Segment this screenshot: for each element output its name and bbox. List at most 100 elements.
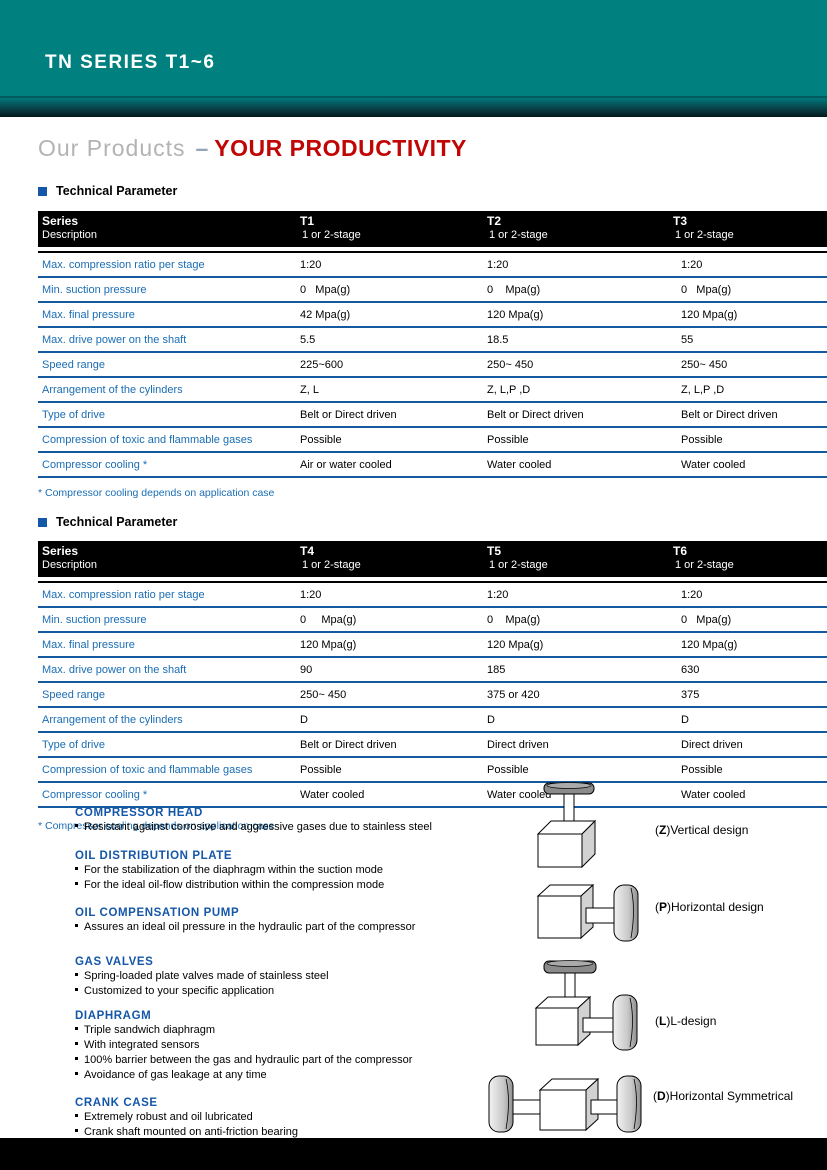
bullet-text: Spring-loaded plate valves made of stain… bbox=[84, 970, 329, 982]
table-header-col-t5: T5 1 or 2-stage bbox=[487, 544, 673, 577]
table-row: Type of drive Belt or Direct driven Dire… bbox=[38, 733, 827, 758]
square-bullet-icon bbox=[75, 924, 78, 927]
square-bullet-icon bbox=[75, 1114, 78, 1117]
cell-value: 42 Mpa(g) bbox=[300, 308, 351, 321]
cell-value: 120 Mpa(g) bbox=[487, 638, 544, 651]
square-bullet-icon bbox=[38, 517, 47, 527]
cell-value: 185 bbox=[487, 663, 506, 676]
section-heading-1: Technical Parameter bbox=[38, 184, 827, 198]
row-label: Min. suction pressure bbox=[42, 613, 147, 626]
bullet-text: Extremely robust and oil lubricated bbox=[84, 1111, 253, 1123]
cell-value: 0 Mpa(g) bbox=[681, 613, 732, 626]
cell-value: 0 Mpa(g) bbox=[487, 283, 541, 296]
tagline-productivity: YOUR PRODUCTIVITY bbox=[214, 135, 467, 161]
col-sub: 1 or 2-stage bbox=[489, 229, 548, 241]
table-row: Compression of toxic and flammable gases… bbox=[38, 758, 827, 783]
design-code: Z bbox=[659, 823, 667, 837]
square-bullet-icon bbox=[75, 824, 78, 827]
feature-compressor-head: COMPRESSOR HEAD Resistant against corros… bbox=[75, 806, 525, 835]
feature-heading: COMPRESSOR HEAD bbox=[75, 807, 203, 819]
horizontal-symmetrical-diagram-icon bbox=[488, 1075, 642, 1133]
row-label: Type of drive bbox=[42, 738, 105, 751]
table-header-col-t6: T6 1 or 2-stage bbox=[673, 544, 827, 577]
col-sub: 1 or 2-stage bbox=[675, 229, 734, 241]
row-label: Speed range bbox=[42, 358, 105, 371]
cell-value: Z, L,P ,D bbox=[681, 383, 725, 396]
feature-crank-case: CRANK CASE Extremely robust and oil lubr… bbox=[75, 1096, 525, 1140]
table-header-col-t3: T3 1 or 2-stage bbox=[673, 214, 827, 247]
cell-value: Direct driven bbox=[487, 738, 549, 751]
technical-parameter-table-1: Series Description T1 1 or 2-stage T2 1 … bbox=[38, 211, 827, 478]
section-heading-2: Technical Parameter bbox=[38, 515, 827, 529]
feature-heading: OIL COMPENSATION PUMP bbox=[75, 907, 240, 919]
bullet-text: Triple sandwich diaphragm bbox=[84, 1024, 216, 1036]
square-bullet-icon bbox=[75, 1072, 78, 1075]
bullet-text: Avoidance of gas leakage at any time bbox=[84, 1069, 267, 1081]
series-label: Series bbox=[42, 214, 79, 228]
row-label: Type of drive bbox=[42, 408, 105, 421]
feature-bullet: With integrated sensors bbox=[75, 1038, 525, 1053]
row-label: Compression of toxic and flammable gases bbox=[42, 763, 253, 776]
feature-list: COMPRESSOR HEAD Resistant against corros… bbox=[75, 806, 525, 1152]
cell-value: 1:20 bbox=[300, 258, 322, 271]
col-sub: 1 or 2-stage bbox=[675, 559, 734, 571]
cell-value: D bbox=[487, 713, 495, 726]
horizontal-design-label: (P)Horizontal design bbox=[655, 900, 764, 914]
square-bullet-icon bbox=[75, 1027, 78, 1030]
bullet-text: Resistant against corrosive and aggressi… bbox=[84, 821, 432, 833]
cell-value: 250~ 450 bbox=[487, 358, 534, 371]
col-name: T4 bbox=[300, 544, 315, 558]
col-sub: 1 or 2-stage bbox=[302, 229, 361, 241]
bullet-text: For the stabilization of the diaphragm w… bbox=[84, 864, 383, 876]
cell-value: 120 Mpa(g) bbox=[487, 308, 544, 321]
row-label: Compressor cooling * bbox=[42, 788, 148, 801]
cell-value: Possible bbox=[300, 763, 342, 776]
footnote: * Compressor cooling depends on applicat… bbox=[38, 487, 275, 499]
table-row: Compressor cooling * Water cooled Water … bbox=[38, 783, 827, 808]
cell-value: Water cooled bbox=[681, 458, 746, 471]
design-code: D bbox=[657, 1089, 666, 1103]
table-header-series-cell: Series Description bbox=[38, 544, 300, 577]
tagline-products: Our Products bbox=[38, 135, 186, 161]
cell-value: 55 bbox=[681, 333, 694, 346]
table-header-col-t1: T1 1 or 2-stage bbox=[300, 214, 487, 247]
cell-value: Possible bbox=[681, 433, 723, 446]
square-bullet-icon bbox=[75, 1042, 78, 1045]
cell-value: 1:20 bbox=[681, 258, 703, 271]
paren: ) bbox=[667, 900, 672, 914]
cell-value: 120 Mpa(g) bbox=[300, 638, 357, 651]
design-code: L bbox=[659, 1014, 667, 1028]
col-name: T3 bbox=[673, 214, 688, 228]
col-name: T1 bbox=[300, 214, 315, 228]
table-row: Arrangement of the cylinders Z, L Z, L,P… bbox=[38, 378, 827, 403]
design-name: Vertical design bbox=[670, 823, 749, 837]
cell-value: 18.5 bbox=[487, 333, 509, 346]
feature-oil-compensation-pump: OIL COMPENSATION PUMP Assures an ideal o… bbox=[75, 906, 525, 935]
row-label: Max. final pressure bbox=[42, 638, 135, 651]
cell-value: Water cooled bbox=[487, 458, 552, 471]
row-label: Max. drive power on the shaft bbox=[42, 333, 187, 346]
table-row: Max. final pressure 120 Mpa(g) 120 Mpa(g… bbox=[38, 633, 827, 658]
bullet-text: Crank shaft mounted on anti-friction bea… bbox=[84, 1126, 299, 1138]
table-header: Series Description T4 1 or 2-stage T5 1 … bbox=[38, 541, 827, 577]
feature-heading: OIL DISTRIBUTION PLATE bbox=[75, 850, 233, 862]
vertical-design-label: (Z)Vertical design bbox=[655, 823, 748, 837]
section-heading-label: Technical Parameter bbox=[56, 515, 178, 529]
bullet-text: For the ideal oil-flow distribution with… bbox=[84, 879, 385, 891]
feature-bullet: For the ideal oil-flow distribution with… bbox=[75, 878, 525, 893]
feature-bullet: Triple sandwich diaphragm bbox=[75, 1023, 525, 1038]
header-banner: TN SERIES T1~6 bbox=[0, 0, 827, 96]
table-row: Min. suction pressure 0 Mpa(g) 0 Mpa(g) … bbox=[38, 278, 827, 303]
table-row: Arrangement of the cylinders D D D bbox=[38, 708, 827, 733]
cell-value: Possible bbox=[681, 763, 723, 776]
feature-bullet: Crank shaft mounted on anti-friction bea… bbox=[75, 1125, 525, 1140]
col-sub: 1 or 2-stage bbox=[489, 559, 548, 571]
cell-value: Water cooled bbox=[300, 788, 365, 801]
table-row: Max. drive power on the shaft 5.5 18.5 5… bbox=[38, 328, 827, 353]
feature-bullet: Avoidance of gas leakage at any time bbox=[75, 1068, 525, 1083]
table-row: Max. compression ratio per stage 1:20 1:… bbox=[38, 253, 827, 278]
cell-value: 0 Mpa(g) bbox=[300, 613, 357, 626]
cell-value: 120 Mpa(g) bbox=[681, 638, 738, 651]
table-row: Compressor cooling * Air or water cooled… bbox=[38, 453, 827, 478]
